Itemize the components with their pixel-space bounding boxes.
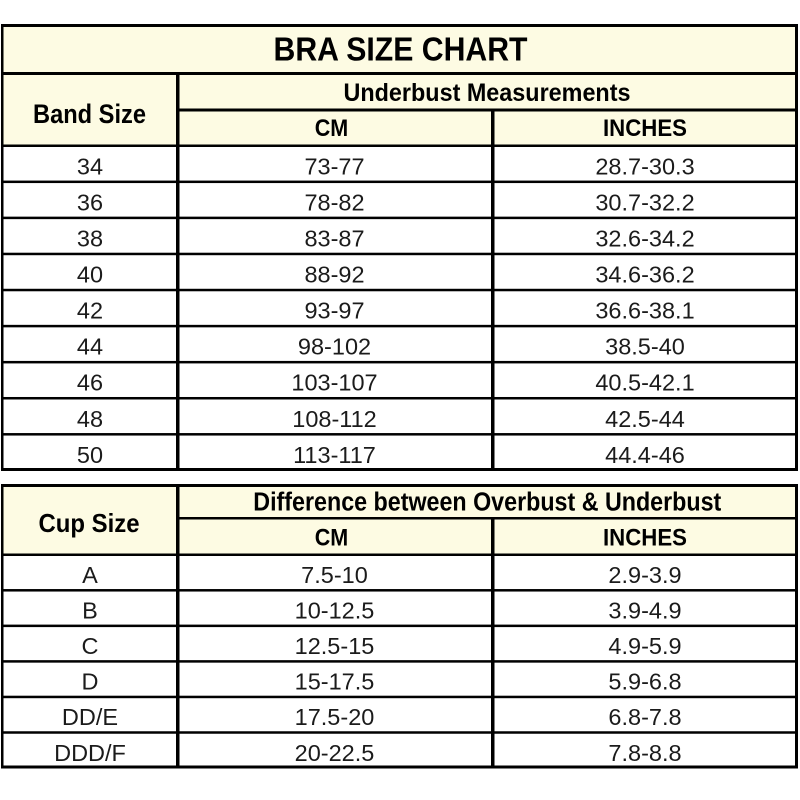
svg-text:93-97: 93-97 [304, 298, 364, 324]
svg-text:46: 46 [77, 370, 103, 396]
svg-text:BRA SIZE CHART: BRA SIZE CHART [274, 32, 528, 69]
svg-text:32.6-34.2: 32.6-34.2 [595, 225, 694, 251]
svg-text:Cup Size: Cup Size [39, 508, 140, 538]
svg-text:98-102: 98-102 [298, 334, 371, 360]
svg-text:INCHES: INCHES [603, 115, 687, 142]
svg-text:6.8-7.8: 6.8-7.8 [608, 704, 681, 730]
svg-text:40: 40 [77, 262, 103, 288]
svg-text:30.7-32.2: 30.7-32.2 [595, 189, 694, 215]
svg-text:34: 34 [77, 153, 103, 179]
svg-text:42: 42 [77, 298, 103, 324]
svg-text:DD/E: DD/E [62, 704, 118, 730]
svg-text:88-92: 88-92 [304, 262, 364, 288]
svg-text:Band Size: Band Size [33, 99, 146, 129]
svg-text:CM: CM [315, 115, 349, 142]
svg-text:INCHES: INCHES [603, 525, 687, 552]
svg-text:10-12.5: 10-12.5 [295, 598, 375, 624]
svg-text:B: B [82, 598, 98, 624]
svg-text:3.9-4.9: 3.9-4.9 [608, 598, 681, 624]
svg-text:113-117: 113-117 [293, 442, 376, 468]
svg-text:38.5-40: 38.5-40 [605, 334, 685, 360]
svg-text:40.5-42.1: 40.5-42.1 [595, 370, 694, 396]
svg-text:2.9-3.9: 2.9-3.9 [608, 562, 681, 588]
svg-text:4.9-5.9: 4.9-5.9 [608, 633, 681, 659]
svg-text:12.5-15: 12.5-15 [295, 633, 375, 659]
svg-text:108-112: 108-112 [292, 406, 377, 432]
svg-text:Difference between Overbust &: Difference between Overbust & Underbust [253, 488, 721, 516]
svg-text:48: 48 [77, 406, 103, 432]
svg-text:38: 38 [77, 225, 103, 251]
svg-text:7.5-10: 7.5-10 [301, 562, 368, 588]
svg-text:103-107: 103-107 [291, 370, 377, 396]
svg-text:44: 44 [77, 334, 103, 360]
svg-text:DDD/F: DDD/F [54, 740, 126, 766]
svg-text:17.5-20: 17.5-20 [295, 704, 375, 730]
svg-text:5.9-6.8: 5.9-6.8 [608, 669, 681, 695]
svg-text:20-22.5: 20-22.5 [295, 740, 375, 766]
svg-text:83-87: 83-87 [304, 225, 364, 251]
svg-text:34.6-36.2: 34.6-36.2 [595, 262, 694, 288]
svg-text:7.8-8.8: 7.8-8.8 [608, 740, 681, 766]
svg-text:78-82: 78-82 [304, 189, 364, 215]
svg-text:A: A [82, 562, 98, 588]
svg-text:Underbust Measurements: Underbust Measurements [344, 79, 631, 107]
svg-text:C: C [82, 633, 99, 659]
svg-text:73-77: 73-77 [304, 153, 364, 179]
svg-text:CM: CM [315, 525, 349, 552]
svg-text:42.5-44: 42.5-44 [605, 406, 685, 432]
svg-text:36.6-38.1: 36.6-38.1 [595, 298, 694, 324]
svg-text:50: 50 [77, 442, 103, 468]
svg-text:D: D [82, 669, 99, 695]
svg-text:28.7-30.3: 28.7-30.3 [595, 153, 694, 179]
svg-text:44.4-46: 44.4-46 [605, 442, 685, 468]
svg-text:36: 36 [77, 189, 103, 215]
svg-text:15-17.5: 15-17.5 [295, 669, 375, 695]
